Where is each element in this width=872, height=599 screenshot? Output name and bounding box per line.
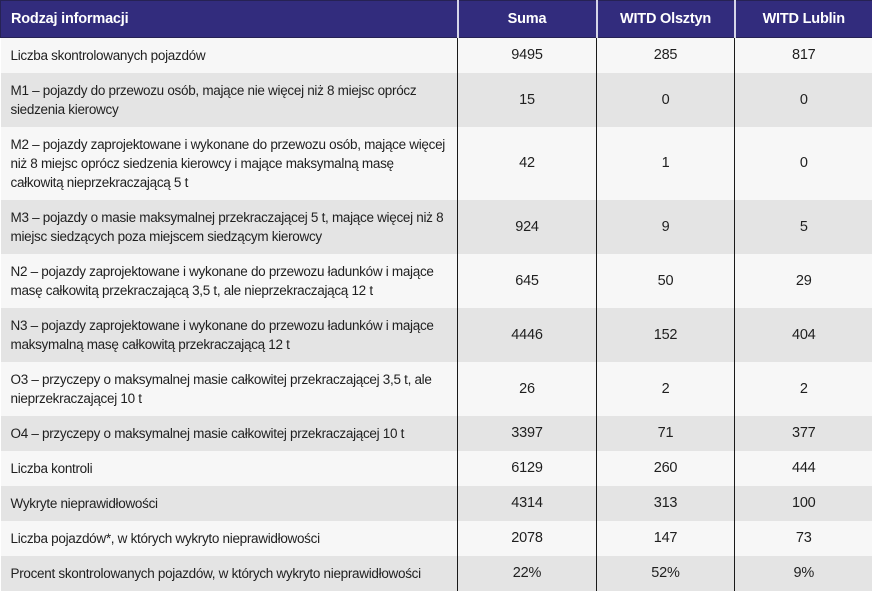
row-label: O4 – przyczepy o maksymalnej masie całko…: [10, 426, 405, 441]
table-row: Liczba kontroli 6129 260 444: [0, 451, 872, 486]
cell-suma: 2078: [457, 521, 597, 556]
cell-suma: 924: [457, 200, 597, 254]
table-row: N2 – pojazdy zaprojektowane i wykonane d…: [0, 254, 872, 308]
cell-witd-lublin: 29: [734, 254, 872, 308]
col-header-witd-olsztyn: WITD Olsztyn: [595, 0, 735, 38]
cell-witd-lublin: 404: [734, 308, 872, 362]
cell-witd-lublin: 444: [734, 451, 872, 486]
cell-witd-olsztyn: 260: [596, 451, 735, 486]
row-label: N2 – pojazdy zaprojektowane i wykonane d…: [10, 264, 434, 298]
cell-witd-lublin: 377: [734, 416, 872, 451]
row-label: Liczba kontroli: [10, 461, 93, 476]
col-header-suma: Suma: [456, 0, 597, 38]
cell-witd-lublin: 73: [734, 521, 872, 556]
row-label: M3 – pojazdy o masie maksymalnej przekra…: [10, 210, 444, 244]
col-header-rodzaj-informacji: Rodzaj informacji: [0, 0, 458, 38]
cell-witd-olsztyn: 52%: [596, 556, 735, 591]
col-header-witd-lublin: WITD Lublin: [733, 0, 872, 38]
cell-suma: 15: [457, 73, 597, 127]
table-row: Procent skontrolowanych pojazdów, w któr…: [0, 556, 872, 591]
row-label: O3 – przyczepy o maksymalnej masie całko…: [10, 372, 432, 406]
row-label: M2 – pojazdy zaprojektowane i wykonane d…: [10, 137, 446, 190]
cell-witd-olsztyn: 147: [596, 521, 735, 556]
cell-witd-olsztyn: 50: [596, 254, 735, 308]
cell-suma: 645: [457, 254, 597, 308]
header-row: Rodzaj informacji Suma WITD Olsztyn WITD…: [0, 0, 872, 38]
cell-witd-lublin: 5: [734, 200, 872, 254]
cell-witd-lublin: 100: [734, 486, 872, 521]
row-label: N3 – pojazdy zaprojektowane i wykonane d…: [10, 318, 434, 352]
cell-suma: 6129: [457, 451, 597, 486]
cell-witd-lublin: 817: [734, 37, 872, 73]
table-row: O4 – przyczepy o maksymalnej masie całko…: [0, 416, 872, 451]
cell-suma: 4314: [457, 486, 597, 521]
table-body: Liczba skontrolowanych pojazdów 9495 285…: [0, 37, 872, 591]
table-row: N3 – pojazdy zaprojektowane i wykonane d…: [0, 308, 872, 362]
row-label: Liczba skontrolowanych pojazdów: [10, 48, 206, 63]
table-row: Liczba skontrolowanych pojazdów 9495 285…: [0, 37, 872, 73]
cell-suma: 42: [457, 127, 597, 200]
cell-witd-olsztyn: 152: [596, 308, 735, 362]
table-row: M1 – pojazdy do przewozu osób, mające ni…: [0, 73, 872, 127]
cell-witd-olsztyn: 1: [596, 127, 735, 200]
row-label: Wykryte nieprawidłowości: [10, 496, 159, 511]
table-row: Wykryte nieprawidłowości 4314 313 100: [0, 486, 872, 521]
cell-witd-lublin: 0: [734, 73, 872, 127]
cell-suma: 3397: [457, 416, 597, 451]
cell-witd-lublin: 9%: [734, 556, 872, 591]
row-label: M1 – pojazdy do przewozu osób, mające ni…: [10, 83, 417, 117]
cell-witd-olsztyn: 285: [596, 37, 735, 73]
cell-suma: 9495: [457, 37, 597, 73]
cell-witd-lublin: 0: [734, 127, 872, 200]
table-row: M3 – pojazdy o masie maksymalnej przekra…: [0, 200, 872, 254]
cell-witd-olsztyn: 2: [596, 362, 735, 416]
cell-witd-olsztyn: 0: [596, 73, 735, 127]
cell-suma: 22%: [457, 556, 597, 591]
table-row: M2 – pojazdy zaprojektowane i wykonane d…: [0, 127, 872, 200]
row-label: Procent skontrolowanych pojazdów, w któr…: [10, 566, 422, 581]
cell-witd-lublin: 2: [734, 362, 872, 416]
cell-witd-olsztyn: 9: [596, 200, 735, 254]
cell-suma: 26: [457, 362, 597, 416]
row-label: Liczba pojazdów*, w których wykryto niep…: [10, 531, 321, 546]
cell-witd-olsztyn: 71: [596, 416, 735, 451]
table-row: Liczba pojazdów*, w których wykryto niep…: [0, 521, 872, 556]
cell-witd-olsztyn: 313: [596, 486, 735, 521]
cell-suma: 4446: [457, 308, 597, 362]
table-row: O3 – przyczepy o maksymalnej masie całko…: [0, 362, 872, 416]
